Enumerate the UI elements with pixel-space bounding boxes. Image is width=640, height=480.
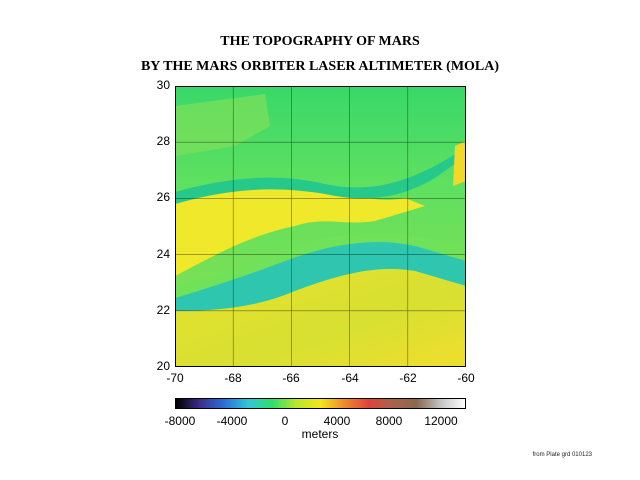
graticule	[175, 86, 466, 367]
y-tick-label: 24	[156, 247, 170, 261]
elevation-colorbar	[175, 398, 466, 409]
source-credit: from Plate grd 010123	[532, 452, 592, 458]
colorbar-tick-label: 0	[281, 414, 289, 428]
colorbar-tick-label: 12000	[424, 414, 458, 428]
southern-channel	[175, 241, 466, 311]
x-tick-label: -62	[399, 371, 417, 385]
map-title-line-1: THE TOPOGRAPHY OF MARS	[220, 34, 420, 49]
colorbar-tick-label: 4000	[323, 414, 351, 428]
southern-highland	[175, 268, 466, 367]
northwest-highland	[175, 94, 270, 156]
central-plateau	[175, 181, 425, 276]
east-mesa	[453, 141, 466, 186]
y-tick-label: 22	[156, 303, 170, 317]
y-tick-label: 20	[156, 359, 170, 373]
colorbar-tick-label: -8000	[164, 414, 196, 428]
colorbar-unit-label: meters	[301, 427, 339, 441]
x-tick-label: -70	[166, 371, 184, 385]
topography-map	[175, 86, 466, 367]
colorbar-tick-label: 8000	[375, 414, 403, 428]
southern-channel-rim	[175, 232, 466, 298]
x-tick-label: -68	[224, 371, 242, 385]
map-frame	[175, 86, 466, 367]
colorbar-tick-label: -4000	[216, 414, 248, 428]
y-tick-label: 28	[156, 134, 170, 148]
x-tick-label: -66	[282, 371, 300, 385]
x-tick-label: -64	[341, 371, 359, 385]
y-tick-label: 30	[156, 78, 170, 92]
northern-channel	[175, 148, 466, 204]
map-title-line-2: BY THE MARS ORBITER LASER ALTIMETER (MOL…	[140, 59, 500, 74]
x-tick-label: -60	[457, 371, 475, 385]
y-tick-label: 26	[156, 190, 170, 204]
